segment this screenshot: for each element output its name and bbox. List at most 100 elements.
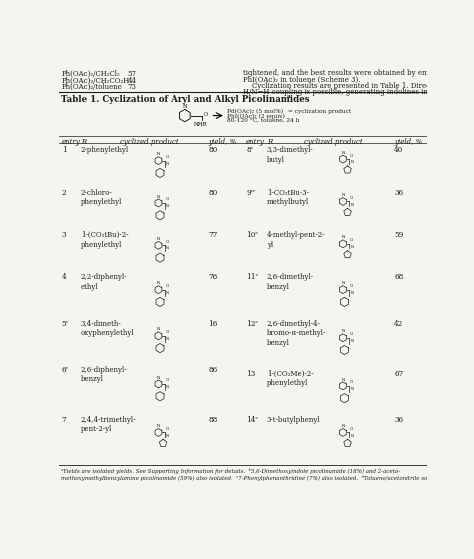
Text: N: N xyxy=(350,245,353,249)
Text: 2-phenylethyl: 2-phenylethyl xyxy=(81,146,129,154)
Text: 42: 42 xyxy=(394,320,403,328)
Text: R: R xyxy=(81,138,86,145)
Text: N: N xyxy=(166,337,169,341)
Text: N: N xyxy=(157,376,160,380)
Text: 3-t-butylphenyl: 3-t-butylphenyl xyxy=(267,416,320,424)
Text: = cyclization product: = cyclization product xyxy=(288,108,351,113)
Text: 4: 4 xyxy=(62,273,66,281)
Text: O: O xyxy=(165,427,169,431)
Text: 44: 44 xyxy=(128,77,137,85)
Text: 2-chloro-
phenylethyl: 2-chloro- phenylethyl xyxy=(81,189,122,206)
Text: cyclized product: cyclized product xyxy=(304,138,363,145)
Text: N: N xyxy=(166,434,169,438)
Text: O: O xyxy=(165,330,169,334)
Text: Ph(OAc)₂/CH₂Cl₂: Ph(OAc)₂/CH₂Cl₂ xyxy=(62,70,120,78)
Text: N: N xyxy=(341,193,345,197)
Text: O: O xyxy=(165,197,169,201)
Text: 80: 80 xyxy=(208,146,217,154)
Text: O: O xyxy=(350,332,353,336)
Text: 2,4,4-trimethyl-
pent-2-yl: 2,4,4-trimethyl- pent-2-yl xyxy=(81,416,137,433)
Text: 67: 67 xyxy=(394,369,403,378)
Text: 11ᶟ: 11ᶟ xyxy=(246,273,258,281)
Text: 3,3-dimethyl-
butyl: 3,3-dimethyl- butyl xyxy=(267,146,314,164)
Text: ᵃYields are isolated yields. See Supporting Information for details.  ᵇ5,6-Dimet: ᵃYields are isolated yields. See Support… xyxy=(61,468,400,474)
Text: 14ᶜ: 14ᶜ xyxy=(246,416,258,424)
Text: N: N xyxy=(157,195,160,198)
Text: N: N xyxy=(350,339,353,343)
Text: N: N xyxy=(350,387,353,391)
Text: O: O xyxy=(165,240,169,244)
Text: 1-CO₂tBu-3-
methylbutyl: 1-CO₂tBu-3- methylbutyl xyxy=(267,189,309,206)
Text: 10ᶜ: 10ᶜ xyxy=(246,231,258,239)
Text: N: N xyxy=(166,385,169,389)
Text: a: a xyxy=(286,94,290,100)
Text: N: N xyxy=(350,291,353,295)
Text: 2,2-diphenyl-
ethyl: 2,2-diphenyl- ethyl xyxy=(81,273,128,291)
Text: 1: 1 xyxy=(62,146,66,154)
Text: O: O xyxy=(350,380,353,385)
Text: entry: entry xyxy=(246,138,265,145)
Text: 1-(CO₂tBu)-2-
phenylethyl: 1-(CO₂tBu)-2- phenylethyl xyxy=(81,231,128,249)
Text: 36: 36 xyxy=(394,416,403,424)
Text: N: N xyxy=(157,152,160,157)
Text: O: O xyxy=(350,284,353,288)
Text: 86: 86 xyxy=(208,366,217,374)
Text: N: N xyxy=(157,237,160,241)
Text: Table 1. Cyclization of Aryl and Alkyl Picolinamides: Table 1. Cyclization of Aryl and Alkyl P… xyxy=(61,95,310,104)
Text: 7: 7 xyxy=(62,416,66,424)
Text: 59: 59 xyxy=(394,231,403,239)
Text: 76: 76 xyxy=(208,273,217,281)
Text: PhI(OAc)₂ (2 equiv): PhI(OAc)₂ (2 equiv) xyxy=(228,113,285,119)
Text: 4-methyl-pent-2-
yl: 4-methyl-pent-2- yl xyxy=(267,231,326,249)
Text: 2,6-dimethyl-4-
bromo-α-methyl-
benzyl: 2,6-dimethyl-4- bromo-α-methyl- benzyl xyxy=(267,320,326,347)
Text: yield, %: yield, % xyxy=(394,138,422,145)
Text: O: O xyxy=(350,427,353,431)
Text: 77: 77 xyxy=(208,231,217,239)
Text: N: N xyxy=(341,329,345,333)
Text: R: R xyxy=(267,138,272,145)
Text: 88: 88 xyxy=(208,416,217,424)
Text: 57: 57 xyxy=(128,70,137,78)
Text: N: N xyxy=(166,247,169,250)
Text: 12ᶜ: 12ᶜ xyxy=(246,320,258,328)
Text: N: N xyxy=(166,162,169,165)
Text: yield, %: yield, % xyxy=(208,138,237,145)
Text: 40: 40 xyxy=(394,146,403,154)
Text: cyclized product: cyclized product xyxy=(120,138,178,145)
Text: N: N xyxy=(341,151,345,155)
Text: 2,6-dimethyl-
benzyl: 2,6-dimethyl- benzyl xyxy=(267,273,314,291)
Text: N: N xyxy=(341,281,345,285)
Text: H/N−H coupling is possible, generating indolines in fa: H/N−H coupling is possible, generating i… xyxy=(243,88,437,96)
Text: Ph(OAc)₂/CH₂CO₂H: Ph(OAc)₂/CH₂CO₂H xyxy=(62,77,130,85)
Text: N: N xyxy=(350,160,353,164)
Text: 3: 3 xyxy=(62,231,66,239)
Text: 80: 80 xyxy=(208,189,217,197)
Text: N: N xyxy=(341,377,345,382)
Text: 80-120 °C, toluene, 24 h: 80-120 °C, toluene, 24 h xyxy=(228,118,300,123)
Text: 2,6-diphenyl-
benzyl: 2,6-diphenyl- benzyl xyxy=(81,366,128,383)
Text: N: N xyxy=(182,103,187,108)
Text: N: N xyxy=(350,202,353,206)
Text: NHR: NHR xyxy=(193,122,207,127)
Text: 36: 36 xyxy=(394,189,403,197)
Text: N: N xyxy=(166,291,169,295)
Text: 3,4-dimeth-
oxyphenylethyl: 3,4-dimeth- oxyphenylethyl xyxy=(81,320,135,337)
Text: 1-(CO₂Me)-2-
phenylethyl: 1-(CO₂Me)-2- phenylethyl xyxy=(267,369,314,387)
Text: N: N xyxy=(341,235,345,239)
Text: 8ᶟ: 8ᶟ xyxy=(246,146,253,154)
Text: N: N xyxy=(341,424,345,428)
Text: 2: 2 xyxy=(62,189,66,197)
Text: O: O xyxy=(165,378,169,382)
Text: 16: 16 xyxy=(208,320,218,328)
Text: O: O xyxy=(203,112,208,116)
Text: Cyclization results are presented in Table 1. Direct sp³: Cyclization results are presented in Tab… xyxy=(243,82,446,89)
Text: 68: 68 xyxy=(394,273,403,281)
Text: Ph(OAc)₂/toluene: Ph(OAc)₂/toluene xyxy=(62,83,122,91)
Text: 73: 73 xyxy=(128,83,137,91)
Text: entry: entry xyxy=(62,138,81,145)
Text: O: O xyxy=(350,196,353,200)
Text: 6ᶜ: 6ᶜ xyxy=(62,366,69,374)
Text: Pd(OAc)₂ (5 mol%): Pd(OAc)₂ (5 mol%) xyxy=(228,108,283,114)
Text: N: N xyxy=(157,281,160,285)
Text: methoxymethylbenzylamine picolinamide (59%) also isolated.  ᶜ7-Phenylphenanthrid: methoxymethylbenzylamine picolinamide (5… xyxy=(61,475,435,481)
